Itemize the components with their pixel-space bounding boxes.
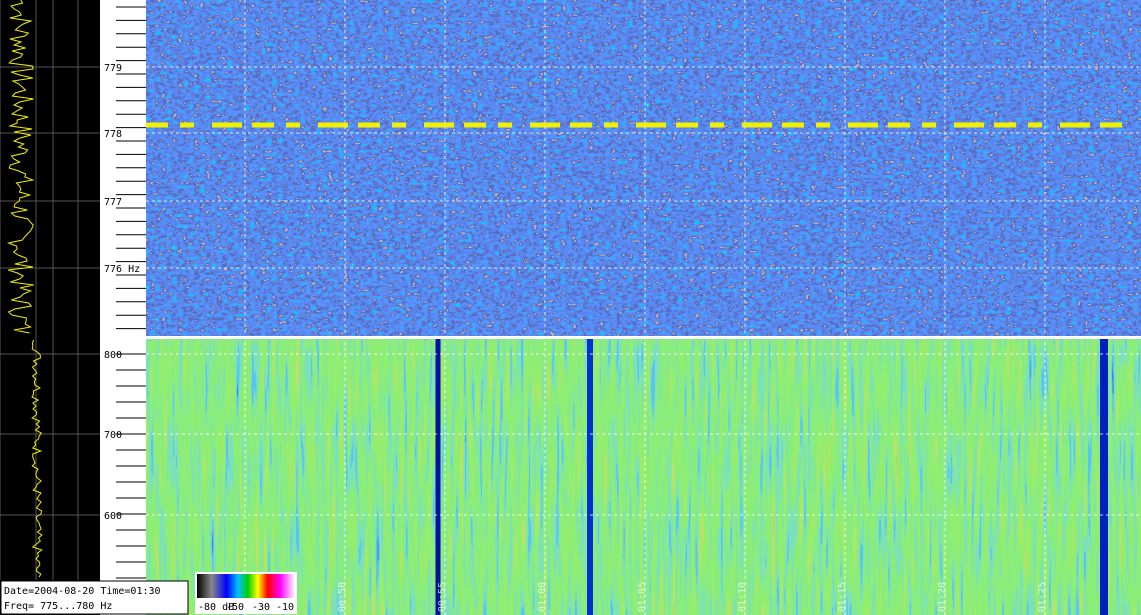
freq-label: 777	[104, 197, 122, 208]
time-label: 00:55	[437, 582, 448, 612]
freq-label: 779	[104, 63, 122, 74]
colorbar-label: -80 dB	[198, 602, 234, 613]
time-label: 01:25	[1037, 582, 1048, 612]
freq-label: 778	[104, 129, 122, 140]
colorbar-label: -50	[226, 602, 244, 613]
level-trace	[6, 0, 35, 334]
time-label: 01:20	[937, 582, 948, 612]
freq-label: 776 Hz	[104, 264, 140, 275]
upper-spectrogram	[146, 0, 1141, 336]
freq-label: 600	[104, 511, 122, 522]
status-freq: Freq= 775...780 Hz	[4, 601, 112, 612]
colorbar-label: -30	[252, 602, 270, 613]
axis-ticks	[116, 6, 146, 579]
panel-divider	[146, 336, 1141, 339]
lower-spectrogram	[146, 339, 1141, 615]
level-plot	[0, 0, 100, 580]
time-label: 01:15	[837, 582, 848, 612]
colorbar	[197, 574, 295, 598]
level-trace	[31, 339, 43, 578]
time-label: 01:05	[637, 582, 648, 612]
time-label: 01:10	[737, 582, 748, 612]
time-label: 01:00	[537, 582, 548, 612]
status-date: Date=2004-08-20 Time=01:30	[4, 586, 161, 597]
freq-label: 800	[104, 350, 122, 361]
status-box	[0, 580, 189, 615]
colorbar-label: -10	[276, 602, 294, 613]
freq-axis-panel	[100, 0, 146, 615]
grid	[146, 0, 1141, 615]
time-label: 00:50	[337, 582, 348, 612]
freq-label: 700	[104, 430, 122, 441]
